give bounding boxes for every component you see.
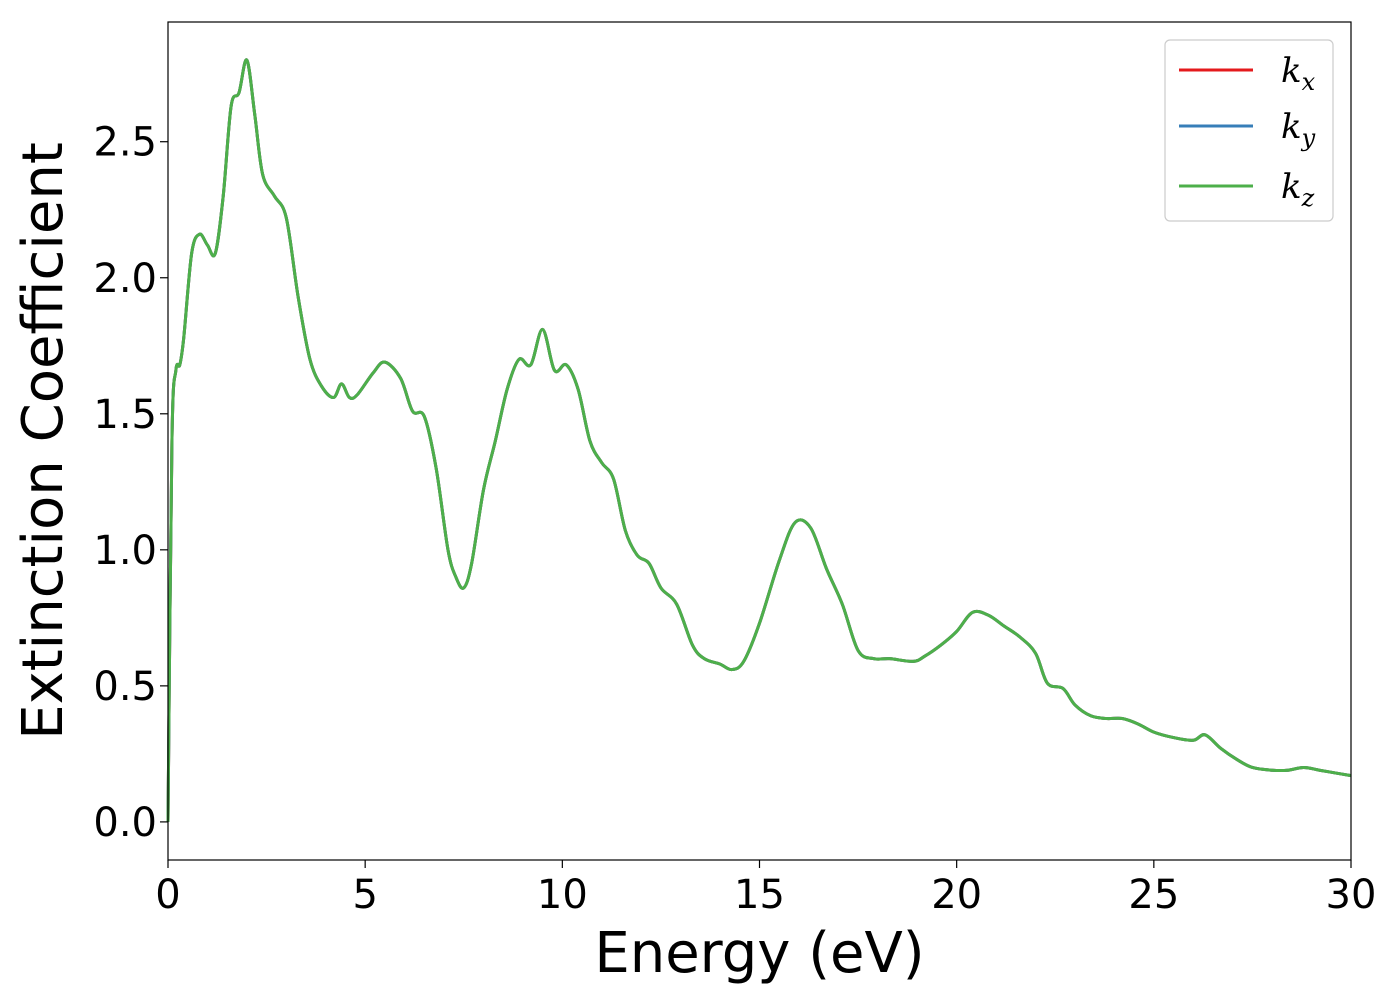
x-tick-label: 15 bbox=[734, 872, 785, 918]
y-tick-label: 0.0 bbox=[93, 800, 157, 846]
x-axis-label: Energy (eV) bbox=[594, 921, 924, 986]
legend-label-k-z: kz bbox=[1281, 167, 1315, 212]
x-tick-label: 20 bbox=[931, 872, 982, 918]
y-tick-label: 0.5 bbox=[93, 664, 157, 710]
x-axis-ticks: 0 5 10 15 20 25 30 bbox=[155, 860, 1376, 918]
legend: kx ky kz bbox=[1164, 39, 1334, 222]
series-layer bbox=[166, 58, 1352, 822]
y-axis-ticks: 0.0 0.5 1.0 1.5 2.0 2.5 bbox=[93, 120, 168, 846]
x-tick-label: 25 bbox=[1128, 872, 1179, 918]
y-tick-label: 2.0 bbox=[93, 256, 157, 302]
legend-label-k-x: kx bbox=[1281, 51, 1316, 96]
x-tick-label: 30 bbox=[1326, 872, 1377, 918]
legend-label-k-y: ky bbox=[1281, 107, 1316, 152]
y-tick-label: 2.5 bbox=[93, 120, 157, 166]
y-tick-label: 1.0 bbox=[93, 528, 157, 574]
y-tick-label: 1.5 bbox=[93, 392, 157, 438]
x-tick-label: 0 bbox=[155, 872, 180, 918]
legend-box bbox=[1164, 39, 1334, 222]
y-axis-label: Extinction Coefficient bbox=[11, 142, 76, 740]
x-tick-label: 5 bbox=[352, 872, 377, 918]
series-line-k-z bbox=[166, 58, 1352, 822]
x-tick-label: 10 bbox=[537, 872, 588, 918]
